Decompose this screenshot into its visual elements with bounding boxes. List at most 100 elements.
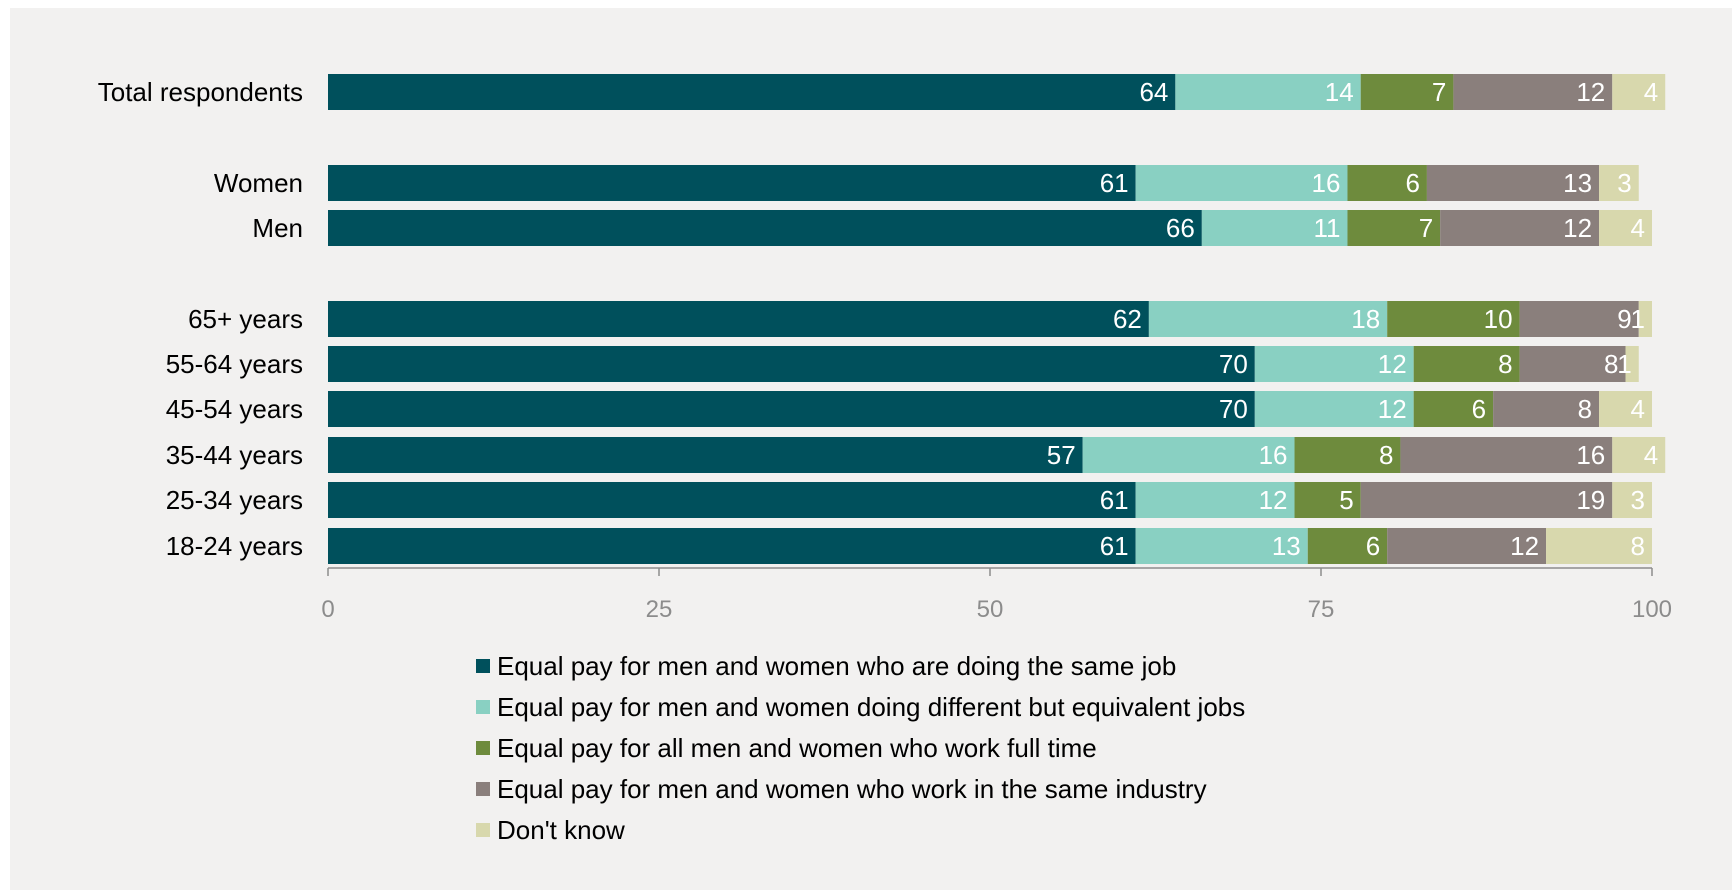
bar-45-54-years-s2 — [1254, 391, 1414, 427]
category-label-65-years: 65+ years — [188, 304, 303, 334]
value-label-55-64-years-s3: 8 — [1498, 349, 1512, 379]
bar-65-years-s5 — [1638, 301, 1652, 337]
bar-men-s4 — [1440, 210, 1600, 246]
category-label-45-54-years: 45-54 years — [166, 394, 303, 424]
bar-women-s5 — [1599, 165, 1639, 201]
value-label-55-64-years-s2: 12 — [1378, 349, 1407, 379]
value-label-35-44-years-s4: 16 — [1576, 440, 1605, 470]
value-label-65-years-s1: 62 — [1113, 304, 1142, 334]
value-label-45-54-years-s2: 12 — [1378, 394, 1407, 424]
bar-18-24-years-s5 — [1546, 528, 1652, 564]
legend-swatch-3 — [476, 741, 490, 755]
value-label-total-respondents-s3: 7 — [1432, 77, 1446, 107]
bar-35-44-years-s4 — [1400, 437, 1613, 473]
bar-25-34-years-s1 — [328, 482, 1136, 518]
bar-total-respondents-s3 — [1360, 74, 1454, 110]
value-label-18-24-years-s5: 8 — [1631, 531, 1645, 561]
value-label-65-years-s2: 18 — [1351, 304, 1380, 334]
legend-swatch-1 — [476, 659, 490, 673]
bar-45-54-years-s3 — [1413, 391, 1494, 427]
bar-65-years-s1 — [328, 301, 1149, 337]
bar-18-24-years-s3 — [1307, 528, 1388, 564]
value-label-25-34-years-s1: 61 — [1100, 485, 1129, 515]
category-label-total-respondents: Total respondents — [98, 77, 303, 107]
bar-women-s3 — [1347, 165, 1427, 201]
bar-35-44-years-s1 — [328, 437, 1083, 473]
value-label-women-s5: 3 — [1617, 168, 1631, 198]
bar-18-24-years-s2 — [1135, 528, 1308, 564]
value-label-35-44-years-s3: 8 — [1379, 440, 1393, 470]
bar-65-years-s3 — [1387, 301, 1520, 337]
value-label-men-s5: 4 — [1631, 213, 1645, 243]
legend-label-3: Equal pay for all men and women who work… — [497, 733, 1097, 763]
value-label-18-24-years-s1: 61 — [1100, 531, 1129, 561]
bar-55-64-years-s3 — [1413, 346, 1520, 382]
bar-25-34-years-s3 — [1294, 482, 1361, 518]
value-label-total-respondents-s1: 64 — [1139, 77, 1168, 107]
bar-45-54-years-s5 — [1599, 391, 1652, 427]
value-label-65-years-s4: 9 — [1617, 304, 1631, 334]
value-label-25-34-years-s4: 19 — [1576, 485, 1605, 515]
value-label-55-64-years-s1: 70 — [1219, 349, 1248, 379]
bar-women-s1 — [328, 165, 1136, 201]
legend-swatch-5 — [476, 823, 490, 837]
bar-35-44-years-s3 — [1294, 437, 1401, 473]
bar-25-34-years-s4 — [1360, 482, 1613, 518]
value-label-18-24-years-s4: 12 — [1510, 531, 1539, 561]
legend-label-2: Equal pay for men and women doing differ… — [497, 692, 1245, 722]
value-label-45-54-years-s5: 4 — [1631, 394, 1645, 424]
bar-18-24-years-s1 — [328, 528, 1136, 564]
category-label-men: Men — [252, 213, 303, 243]
value-label-25-34-years-s5: 3 — [1631, 485, 1645, 515]
value-label-men-s3: 7 — [1419, 213, 1433, 243]
bar-55-64-years-s5 — [1625, 346, 1639, 382]
x-tick-label-100: 100 — [1632, 596, 1672, 623]
value-label-65-years-s3: 10 — [1484, 304, 1513, 334]
value-label-55-64-years-s4: 8 — [1604, 349, 1618, 379]
bar-men-s5 — [1599, 210, 1652, 246]
bar-total-respondents-s5 — [1612, 74, 1666, 110]
bar-women-s2 — [1135, 165, 1348, 201]
value-label-women-s3: 6 — [1405, 168, 1419, 198]
value-label-45-54-years-s3: 6 — [1472, 394, 1486, 424]
legend-label-1: Equal pay for men and women who are doin… — [497, 651, 1176, 681]
bar-55-64-years-s2 — [1254, 346, 1414, 382]
bar-55-64-years-s1 — [328, 346, 1255, 382]
value-label-45-54-years-s4: 8 — [1578, 394, 1592, 424]
x-tick-label-0: 0 — [321, 596, 334, 623]
value-label-women-s2: 16 — [1312, 168, 1341, 198]
legend-swatch-2 — [476, 700, 490, 714]
bar-men-s2 — [1201, 210, 1348, 246]
value-label-35-44-years-s5: 4 — [1644, 440, 1658, 470]
value-label-women-s1: 61 — [1100, 168, 1129, 198]
value-label-women-s4: 13 — [1563, 168, 1592, 198]
bar-55-64-years-s4 — [1519, 346, 1626, 382]
bar-25-34-years-s2 — [1135, 482, 1295, 518]
x-tick-label-25: 25 — [646, 596, 673, 623]
x-tick-label-50: 50 — [977, 596, 1004, 623]
bar-65-years-s4 — [1519, 301, 1639, 337]
bar-45-54-years-s1 — [328, 391, 1255, 427]
bar-35-44-years-s2 — [1082, 437, 1295, 473]
legend-label-5: Don't know — [497, 815, 625, 845]
value-label-35-44-years-s2: 16 — [1259, 440, 1288, 470]
category-label-25-34-years: 25-34 years — [166, 485, 303, 515]
bar-45-54-years-s4 — [1493, 391, 1600, 427]
category-label-women: Women — [214, 168, 303, 198]
legend-swatch-4 — [476, 782, 490, 796]
bar-total-respondents-s2 — [1175, 74, 1361, 110]
category-label-55-64-years: 55-64 years — [166, 349, 303, 379]
bar-men-s1 — [328, 210, 1202, 246]
value-label-total-respondents-s5: 4 — [1644, 77, 1658, 107]
value-label-18-24-years-s2: 13 — [1272, 531, 1301, 561]
value-label-men-s2: 11 — [1313, 213, 1340, 243]
value-label-65-years-s5: 1 — [1631, 304, 1645, 334]
value-label-35-44-years-s1: 57 — [1047, 440, 1076, 470]
value-label-45-54-years-s1: 70 — [1219, 394, 1248, 424]
bar-25-34-years-s5 — [1612, 482, 1652, 518]
bar-women-s4 — [1426, 165, 1600, 201]
value-label-men-s4: 12 — [1563, 213, 1592, 243]
value-label-men-s1: 66 — [1166, 213, 1195, 243]
x-tick-label-75: 75 — [1308, 596, 1335, 623]
bar-18-24-years-s4 — [1387, 528, 1547, 564]
